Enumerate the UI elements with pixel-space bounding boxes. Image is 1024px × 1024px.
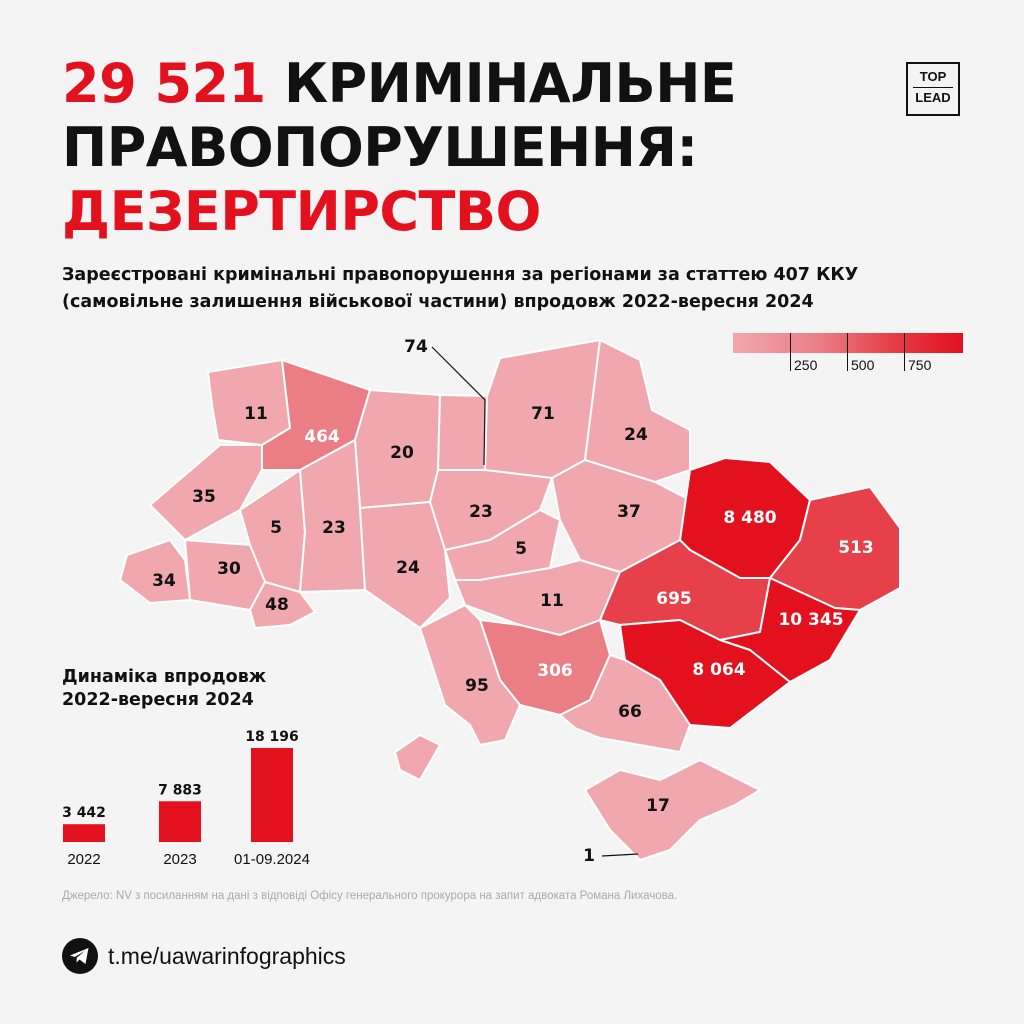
map-subtitle: Зареєстровані кримінальні правопорушення… — [62, 265, 859, 312]
region-value-label: 20 — [390, 443, 414, 463]
dynamics-bar — [63, 824, 105, 842]
region-value-label: 1 — [583, 846, 595, 866]
dynamics-bar-value: 18 196 — [245, 729, 299, 745]
brand-logo: TOP LEAD — [906, 62, 960, 116]
dynamics-title: Динаміка впродовж 2022-вересня 2024 — [62, 666, 266, 712]
legend-tick — [847, 333, 848, 371]
region-value-label: 48 — [265, 595, 289, 615]
legend-label: 250 — [794, 357, 818, 373]
label-pointer-line — [601, 853, 639, 857]
region-value-label: 464 — [304, 427, 340, 447]
legend-label: 500 — [851, 357, 875, 373]
title-line-1-text: КРИМІНАЛЬНЕ — [265, 52, 737, 115]
dynamics-bar — [159, 801, 201, 842]
title-highlight-number: 29 521 — [62, 52, 266, 115]
region-value-label: 95 — [465, 676, 489, 696]
logo-divider — [913, 87, 953, 88]
legend-tick — [904, 333, 905, 371]
logo-top-text: TOP — [919, 69, 947, 84]
map-legend: 250 500 750 — [733, 333, 963, 378]
label-pointer-line — [431, 346, 486, 466]
dynamics-title-line-2: 2022-вересня 2024 — [62, 690, 254, 710]
region-value-label: 695 — [656, 589, 692, 609]
region-value-label: 513 — [838, 538, 874, 558]
map-region — [559, 654, 691, 753]
dynamics-bar — [251, 748, 293, 842]
telegram-icon[interactable] — [62, 938, 98, 974]
legend-tick — [790, 333, 791, 371]
region-value-label: 24 — [624, 425, 648, 445]
region-value-label: 8 480 — [723, 508, 776, 528]
telegram-link[interactable]: t.me/uawarinfographics — [108, 943, 346, 969]
dynamics-bar-category: 2023 — [163, 851, 196, 868]
region-value-label: 11 — [244, 404, 268, 424]
region-value-label: 17 — [646, 796, 670, 816]
region-value-label: 11 — [540, 591, 564, 611]
region-value-label: 10 345 — [778, 610, 843, 630]
dynamics-bar-category: 01-09.2024 — [234, 851, 310, 868]
dynamics-bar-value: 3 442 — [62, 805, 106, 821]
region-value-label: 35 — [192, 487, 216, 507]
dynamics-bar-category: 2022 — [67, 851, 100, 868]
region-value-label: 23 — [322, 518, 346, 538]
region-value-label: 24 — [396, 558, 420, 578]
region-value-label: 30 — [217, 559, 241, 579]
map-region — [359, 501, 451, 629]
dynamics-bar-value: 7 883 — [158, 782, 202, 798]
region-value-label: 8 064 — [692, 660, 745, 680]
region-value-label: 5 — [515, 539, 527, 559]
region-value-label: 71 — [531, 404, 555, 424]
region-value-label: 306 — [537, 661, 573, 681]
telegram-plane-icon — [70, 948, 89, 964]
region-value-label: 23 — [469, 502, 493, 522]
map-region — [394, 734, 441, 781]
map-region — [619, 619, 791, 729]
region-value-label: 34 — [152, 571, 176, 591]
region-value-label: 74 — [404, 337, 428, 357]
title-line-1: 29 521 КРИМІНАЛЬНЕ — [62, 52, 737, 115]
page-title: 29 521 КРИМІНАЛЬНЕ ПРАВОПОРУШЕННЯ: ДЕЗЕР… — [62, 52, 737, 244]
dynamics-title-line-1: Динаміка впродовж — [62, 667, 267, 687]
legend-label: 750 — [908, 357, 932, 373]
region-value-label: 66 — [618, 702, 642, 722]
title-line-3: ДЕЗЕРТИРСТВО — [62, 180, 541, 243]
title-line-2: ПРАВОПОРУШЕННЯ: — [62, 116, 698, 179]
source-note: Джерело: NV з посиланням на дані з відпо… — [62, 890, 678, 902]
map-region — [249, 581, 316, 629]
map-region — [584, 759, 761, 861]
logo-bottom-text: LEAD — [915, 90, 951, 105]
region-value-label: 5 — [270, 518, 282, 538]
map-region — [419, 604, 521, 746]
region-value-label: 37 — [617, 502, 641, 522]
